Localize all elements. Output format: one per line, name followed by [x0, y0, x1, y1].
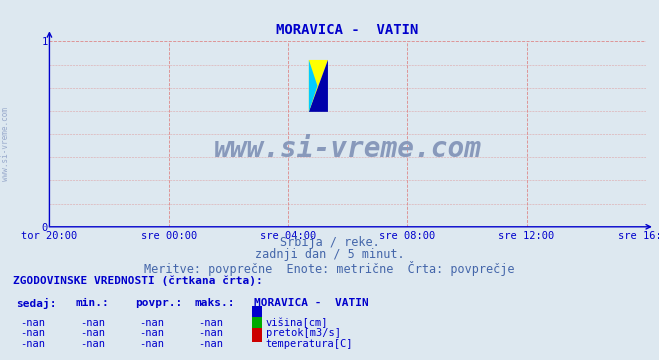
Text: Srbija / reke.: Srbija / reke. [279, 236, 380, 249]
Text: -nan: -nan [20, 328, 45, 338]
Text: temperatura[C]: temperatura[C] [266, 339, 353, 349]
Text: -nan: -nan [139, 339, 164, 349]
Text: -nan: -nan [198, 318, 223, 328]
Text: sedaj:: sedaj: [16, 298, 57, 309]
Text: -nan: -nan [20, 339, 45, 349]
Text: povpr.:: povpr.: [135, 298, 183, 308]
Text: -nan: -nan [80, 328, 105, 338]
Title: MORAVICA -  VATIN: MORAVICA - VATIN [276, 23, 419, 37]
Text: -nan: -nan [20, 318, 45, 328]
Text: -nan: -nan [198, 339, 223, 349]
Text: zadnji dan / 5 minut.: zadnji dan / 5 minut. [254, 248, 405, 261]
Text: www.si-vreme.com: www.si-vreme.com [1, 107, 10, 181]
Text: -nan: -nan [139, 318, 164, 328]
Text: -nan: -nan [139, 328, 164, 338]
Text: pretok[m3/s]: pretok[m3/s] [266, 328, 341, 338]
Text: MORAVICA -  VATIN: MORAVICA - VATIN [254, 298, 368, 308]
Text: -nan: -nan [198, 328, 223, 338]
Text: www.si-vreme.com: www.si-vreme.com [214, 135, 482, 163]
Polygon shape [309, 60, 328, 112]
Text: min.:: min.: [76, 298, 109, 308]
Text: ZGODOVINSKE VREDNOSTI (črtkana črta):: ZGODOVINSKE VREDNOSTI (črtkana črta): [13, 275, 263, 286]
Text: Meritve: povprečne  Enote: metrične  Črta: povprečje: Meritve: povprečne Enote: metrične Črta:… [144, 261, 515, 276]
Text: -nan: -nan [80, 318, 105, 328]
Polygon shape [309, 60, 318, 112]
Text: višina[cm]: višina[cm] [266, 318, 328, 328]
Polygon shape [309, 60, 328, 112]
Text: maks.:: maks.: [194, 298, 235, 308]
Text: -nan: -nan [80, 339, 105, 349]
